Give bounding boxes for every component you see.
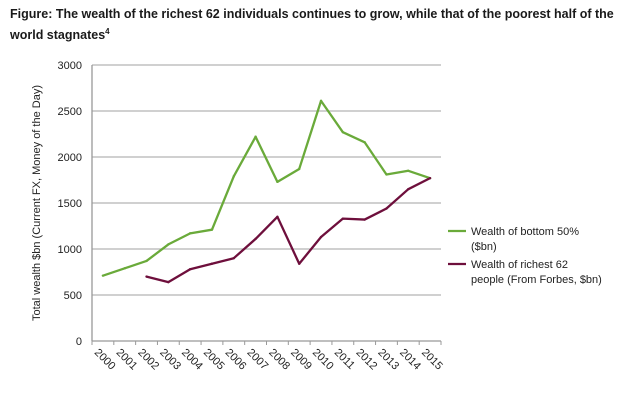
data-point	[167, 243, 170, 246]
data-point	[276, 215, 279, 218]
title-footnote: 4	[105, 27, 110, 36]
y-tick-label: 3000	[58, 60, 82, 72]
data-point	[298, 167, 301, 171]
data-point	[232, 175, 235, 178]
data-point	[407, 188, 410, 191]
data-point	[123, 267, 126, 270]
x-tick-label: 2013	[375, 347, 401, 373]
data-point	[385, 207, 388, 210]
data-point	[145, 275, 148, 278]
legend-label: people (From Forbes, $bn)	[471, 274, 602, 286]
data-point	[254, 237, 257, 241]
series-line-1	[146, 177, 431, 284]
data-point	[232, 257, 235, 260]
data-point	[341, 130, 345, 134]
data-point	[210, 262, 214, 265]
data-point	[407, 169, 410, 172]
legend-label: Wealth of bottom 50%	[471, 226, 579, 238]
x-tick-label: 2002	[135, 347, 161, 373]
data-point	[188, 268, 192, 271]
y-tick-label: 2000	[58, 152, 82, 164]
data-point	[276, 180, 279, 184]
x-tick-label: 2011	[332, 347, 357, 372]
data-point	[167, 280, 170, 284]
x-tick-label: 2010	[310, 347, 336, 373]
x-tick-label: 2012	[354, 347, 380, 373]
data-point	[145, 259, 148, 263]
x-tick-label: 2001	[114, 347, 140, 373]
data-point	[188, 232, 192, 235]
data-point	[319, 235, 323, 239]
data-point	[101, 274, 105, 277]
data-point	[298, 262, 301, 265]
data-point	[341, 217, 345, 220]
data-point	[319, 99, 323, 103]
legend-label: ($bn)	[471, 241, 497, 253]
data-point	[254, 135, 257, 138]
chart-title-text: Figure: The wealth of the richest 62 ind…	[10, 7, 614, 43]
data-point	[210, 228, 214, 231]
y-tick-label: 0	[76, 336, 82, 348]
y-tick-label: 1000	[58, 244, 82, 256]
x-tick-label: 2004	[179, 347, 205, 373]
y-tick-label: 2500	[58, 106, 82, 118]
x-tick-label: 2015	[419, 347, 445, 373]
x-tick-label: 2014	[397, 347, 423, 373]
x-tick-label: 2007	[244, 347, 270, 373]
x-tick-label: 2005	[201, 347, 227, 373]
legend-label: Wealth of richest 62	[471, 259, 568, 271]
x-tick-label: 2006	[223, 347, 249, 373]
chart-title: Figure: The wealth of the richest 62 ind…	[10, 6, 620, 44]
data-point	[428, 176, 432, 180]
y-tick-label: 1500	[58, 198, 82, 210]
y-axis-label: Total wealth $bn (Current FX, Money of t…	[31, 85, 43, 321]
x-tick-label: 2008	[266, 347, 292, 373]
data-point	[363, 218, 366, 221]
x-tick-label: 2003	[157, 347, 183, 373]
series-line-0	[102, 99, 431, 277]
x-tick-label: 2000	[92, 347, 118, 373]
y-tick-label: 500	[64, 290, 82, 302]
x-tick-label: 2009	[288, 347, 314, 373]
data-point	[363, 141, 366, 144]
data-point	[385, 173, 388, 176]
